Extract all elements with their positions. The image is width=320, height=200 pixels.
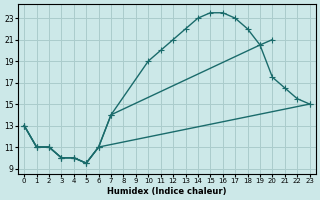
X-axis label: Humidex (Indice chaleur): Humidex (Indice chaleur) — [107, 187, 227, 196]
